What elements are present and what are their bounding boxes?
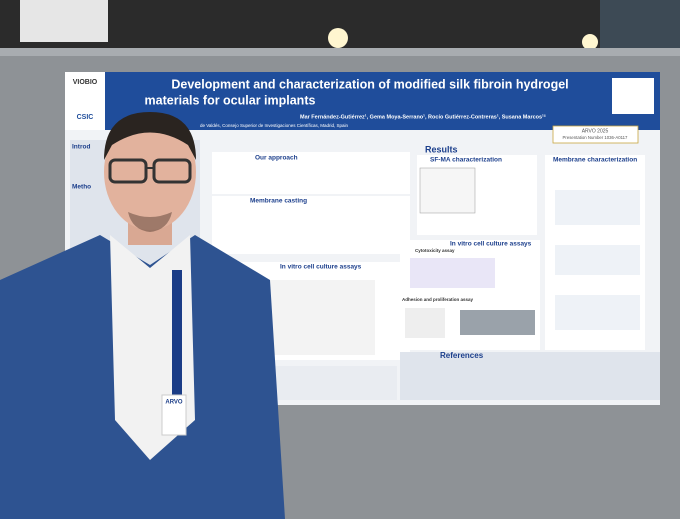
authors: Mar Fernández-Gutiérrez¹, Gema Moya-Serr… <box>300 113 546 120</box>
section-heading: In vitro cell culture assays <box>280 264 362 271</box>
section-heading: Metho <box>72 184 91 191</box>
beard <box>128 212 172 232</box>
figure <box>410 258 495 288</box>
hair <box>104 112 196 160</box>
face <box>104 114 196 230</box>
badge-text: ARVO <box>165 400 183 406</box>
section-heading: Membrane casting <box>250 198 307 205</box>
section-heading: Adhesion and proliferation assay <box>402 297 474 302</box>
panel <box>212 196 410 254</box>
sign <box>20 0 108 42</box>
section-heading: References <box>440 351 484 360</box>
figure <box>555 190 640 225</box>
logo: VIOBIO <box>73 79 98 86</box>
badge <box>161 394 187 436</box>
presentation-number: Presentation Number 1036-A0117 <box>563 135 629 140</box>
glasses <box>152 158 192 184</box>
conference: ARVO 2025 <box>582 128 609 134</box>
section-heading: Cytotoxicity assay <box>415 248 455 253</box>
logo-box <box>65 72 105 130</box>
section-heading: Membrane characterization <box>553 157 637 164</box>
light <box>328 28 348 48</box>
conference-box <box>552 125 639 144</box>
glasses <box>108 158 148 184</box>
panel <box>400 352 660 400</box>
panel <box>212 152 410 194</box>
light <box>582 34 598 50</box>
figure <box>460 310 535 335</box>
figure <box>555 295 640 330</box>
affiliation: de Valdés, Consejo Superior de Investiga… <box>200 123 348 128</box>
university-logo <box>612 78 654 114</box>
poster-title: Development and characterization of modi… <box>171 77 568 91</box>
section-heading: Our approach <box>255 155 298 162</box>
poster-title: materials for ocular implants <box>145 93 316 107</box>
section-heading: Results <box>425 144 458 154</box>
figure <box>555 245 640 275</box>
neighbor-poster <box>600 0 680 48</box>
section-heading: Introd <box>72 144 90 151</box>
board-frame <box>0 48 680 56</box>
institution: CSIC <box>77 114 94 121</box>
section-heading: SF-MA characterization <box>430 157 502 164</box>
lanyard <box>172 270 182 410</box>
figure <box>405 308 445 338</box>
figure <box>419 167 476 214</box>
section-heading: In vitro cell culture assays <box>450 241 532 248</box>
